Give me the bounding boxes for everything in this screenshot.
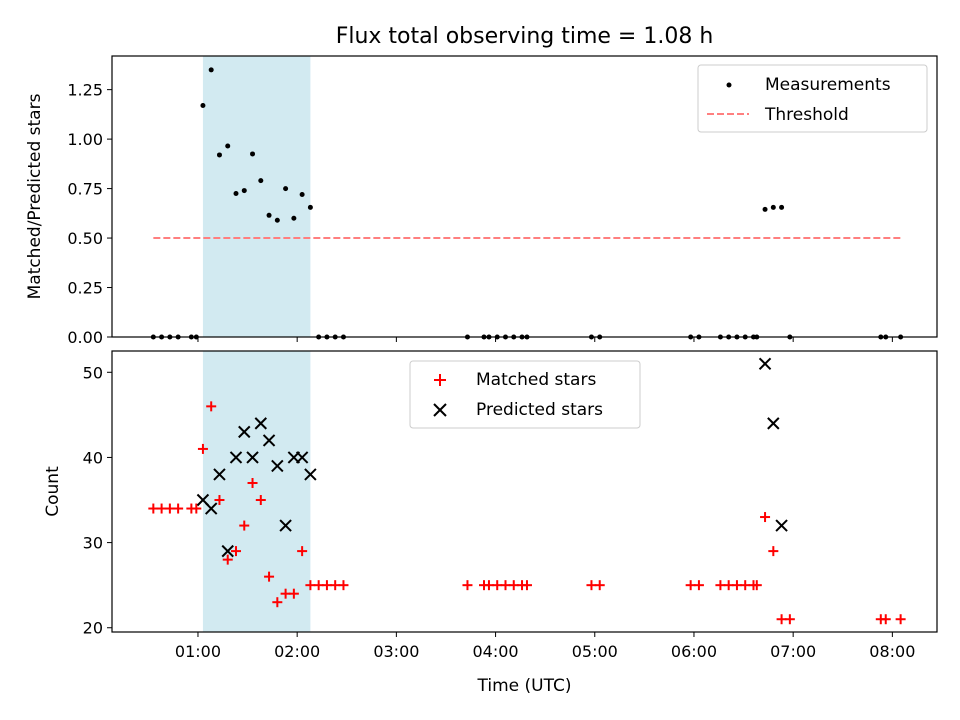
predicted-star-point	[304, 468, 317, 481]
top-legend: Measurements Threshold	[697, 64, 928, 133]
measurement-point	[307, 204, 313, 210]
legend-matched-marker	[434, 374, 446, 386]
predicted-star-point	[279, 519, 292, 532]
measurement-point	[291, 215, 297, 221]
top-ytick-label: 0.50	[67, 229, 103, 248]
measurement-point	[274, 217, 280, 223]
predicted-star-point	[775, 519, 788, 532]
matched-star-point	[230, 546, 241, 557]
matched-star-point	[239, 520, 250, 531]
predicted-star-point	[213, 468, 226, 481]
bottom-xtick-label: 04:00	[473, 642, 519, 661]
top-ytick-label: 0.00	[67, 328, 103, 347]
bottom-xtick-label: 05:00	[572, 642, 618, 661]
bottom-ytick-label: 30	[83, 534, 103, 553]
bottom-xtick-label: 07:00	[770, 642, 816, 661]
matched-star-point	[760, 512, 771, 523]
measurement-point	[200, 102, 206, 108]
legend-matched-label: Matched stars	[476, 370, 596, 390]
predicted-star-point	[221, 544, 234, 558]
legend-threshold-label: Threshold	[764, 105, 849, 125]
bottom-legend-box	[409, 360, 641, 429]
matched-star-point	[264, 571, 275, 582]
legend-predicted-label: Predicted stars	[476, 400, 603, 420]
top-ylabel: Matched/Predicted stars	[25, 93, 45, 299]
predicted-star-point	[204, 502, 218, 515]
measurement-point	[241, 188, 247, 194]
top-ytick-label: 0.25	[67, 279, 103, 298]
measurement-point	[770, 204, 776, 210]
matched-star-point	[594, 580, 605, 591]
matched-star-point	[297, 546, 308, 557]
measurement-point	[266, 212, 272, 218]
matched-star-point	[693, 580, 704, 591]
measurement-point	[208, 67, 214, 73]
bottom-shaded-span	[202, 351, 311, 632]
matched-star-point	[255, 495, 266, 506]
measurement-point	[779, 204, 785, 210]
legend-measurements-label: Measurements	[765, 75, 891, 95]
predicted-star-point	[238, 425, 251, 439]
bottom-xtick-label: 01:00	[175, 642, 221, 661]
predicted-star-point	[758, 357, 772, 370]
matched-star-point	[173, 503, 184, 514]
top-ytick-label: 1.00	[67, 130, 103, 149]
chart-title: Flux total observing time = 1.08 h	[336, 24, 714, 49]
matched-star-point	[191, 503, 202, 514]
top-shaded-span	[202, 56, 311, 337]
predicted-star-point	[271, 459, 284, 473]
matched-star-point	[880, 614, 891, 625]
measurement-point	[233, 191, 239, 197]
matched-star-point	[521, 580, 532, 591]
bottom-panel: 20 30 40 50 01:00 02:00 03:00 04:00 05:00 06:00 07…	[43, 350, 938, 696]
matched-star-point	[214, 495, 225, 506]
matched-star-point	[272, 597, 283, 608]
measurement-point	[216, 152, 222, 158]
matched-star-point	[288, 588, 299, 599]
matched-star-point	[462, 580, 473, 591]
top-legend-box	[697, 64, 928, 133]
matched-star-point	[895, 614, 906, 625]
matched-star-point	[222, 554, 233, 565]
predicted-star-point	[262, 434, 276, 447]
bottom-xtick-label: 06:00	[671, 642, 717, 661]
bottom-xtick-label: 08:00	[869, 642, 915, 661]
bottom-legend: Matched stars Predicted stars	[409, 360, 641, 429]
top-ytick-label: 1.25	[67, 81, 103, 100]
predicted-star-point	[295, 451, 309, 464]
predicted-star-point	[246, 451, 259, 464]
matched-star-point	[197, 443, 208, 454]
measurement-point	[225, 143, 231, 149]
measurement-point	[762, 206, 768, 212]
bottom-xtick-label: 03:00	[373, 642, 419, 661]
bottom-xtick-label: 02:00	[274, 642, 320, 661]
predicted-star-point	[229, 451, 243, 464]
bottom-ytick-label: 20	[83, 619, 103, 638]
legend-predicted-marker	[433, 403, 447, 417]
measurement-point	[283, 186, 289, 192]
top-panel: 0.00 0.25 0.50 0.75 1.00 1.25 Matched/Predict…	[25, 55, 938, 347]
measurement-point	[250, 151, 256, 157]
predicted-star-point	[767, 417, 780, 430]
bottom-xlabel: Time (UTC)	[477, 676, 572, 696]
bottom-ylabel: Count	[43, 466, 63, 517]
matched-star-point	[751, 580, 762, 591]
matched-star-point	[247, 477, 258, 488]
bottom-ytick-label: 50	[83, 363, 103, 382]
predicted-star-point	[254, 417, 268, 430]
bottom-ytick-label: 40	[83, 448, 103, 467]
bottom-axes-frame	[111, 350, 938, 633]
legend-measurements-marker	[726, 82, 732, 88]
matched-star-point	[784, 614, 795, 625]
measurement-point	[258, 178, 264, 184]
matched-star-point	[206, 401, 217, 412]
top-axes-frame	[111, 55, 938, 338]
measurement-point	[299, 192, 305, 198]
top-ytick-label: 0.75	[67, 180, 103, 199]
matched-star-point	[338, 580, 349, 591]
matched-star-point	[768, 546, 779, 557]
